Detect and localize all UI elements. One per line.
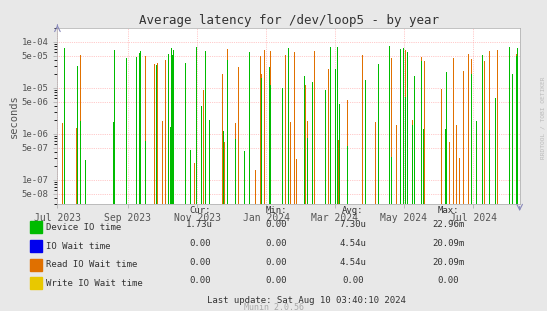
Text: 1.73u: 1.73u [186,220,213,229]
Text: RRDTOOL / TOBI OETIKER: RRDTOOL / TOBI OETIKER [541,77,546,160]
Text: 20.09m: 20.09m [433,239,464,248]
Y-axis label: seconds: seconds [9,94,19,138]
Text: Munin 2.0.56: Munin 2.0.56 [243,303,304,311]
Text: 0.00: 0.00 [265,258,287,267]
Title: Average latency for /dev/loop5 - by year: Average latency for /dev/loop5 - by year [138,14,439,27]
Text: 0.00: 0.00 [265,220,287,229]
Text: 7.30u: 7.30u [339,220,366,229]
Text: Device IO time: Device IO time [46,223,122,232]
Text: 0.00: 0.00 [342,276,364,285]
Text: 0.00: 0.00 [189,276,211,285]
Text: Max:: Max: [438,206,459,215]
Text: 0.00: 0.00 [189,258,211,267]
Text: Write IO Wait time: Write IO Wait time [46,279,143,288]
Text: 20.09m: 20.09m [433,258,464,267]
Text: 0.00: 0.00 [438,276,459,285]
Text: 4.54u: 4.54u [339,258,366,267]
Text: 0.00: 0.00 [189,239,211,248]
Text: IO Wait time: IO Wait time [46,242,111,250]
Text: 0.00: 0.00 [265,239,287,248]
Text: Last update: Sat Aug 10 03:40:10 2024: Last update: Sat Aug 10 03:40:10 2024 [207,296,406,305]
Text: Cur:: Cur: [189,206,211,215]
Text: Read IO Wait time: Read IO Wait time [46,260,138,269]
Text: Avg:: Avg: [342,206,364,215]
Text: 4.54u: 4.54u [339,239,366,248]
Text: 0.00: 0.00 [265,276,287,285]
Text: Min:: Min: [265,206,287,215]
Text: 22.96m: 22.96m [433,220,464,229]
